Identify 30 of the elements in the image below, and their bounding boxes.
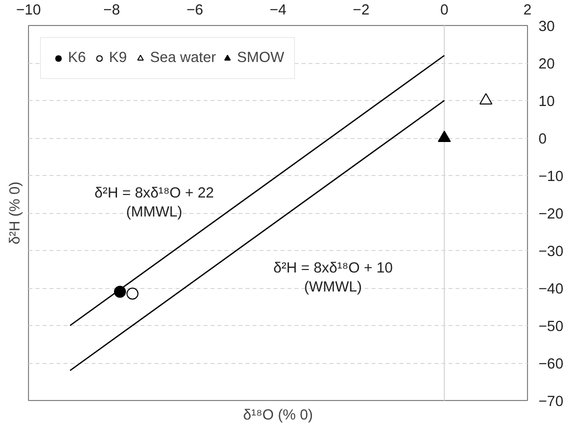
legend-label: K6 <box>68 50 87 66</box>
y-tick-label: −30 <box>538 244 564 260</box>
y-tick-label: 10 <box>538 94 555 110</box>
point <box>126 288 138 300</box>
annotation: δ²H = 8xδ¹⁸O + 10 (WMWL) <box>273 260 393 296</box>
x-tick-label: 0 <box>440 2 448 18</box>
x-tick-label: −2 <box>352 2 370 18</box>
y-tick-label: −20 <box>538 206 564 222</box>
point <box>438 130 451 142</box>
y-tick-label: 30 <box>538 19 555 35</box>
y-tick-label: 20 <box>538 56 555 72</box>
x-tick-label: −6 <box>186 2 204 18</box>
y-tick-label: 0 <box>538 132 547 148</box>
point <box>114 286 126 298</box>
x-tick-label: −8 <box>103 2 120 18</box>
x-tick-label: −10 <box>16 2 41 18</box>
y-tick-label: −60 <box>538 356 564 372</box>
y-tick-label: −70 <box>538 394 564 410</box>
x-tick-label: 2 <box>523 2 532 18</box>
point <box>479 93 492 104</box>
y-tick-label: −50 <box>538 319 564 335</box>
legend-label: SMOW <box>237 50 284 66</box>
y-tick-label: −40 <box>538 282 564 298</box>
y-axis-title: δ²H (% 0) <box>8 182 24 244</box>
legend-label: Sea water <box>150 50 216 66</box>
x-tick-label: −4 <box>270 2 286 18</box>
x-axis-title: δ¹⁸O (% 0) <box>243 408 313 424</box>
y-tick-label: −10 <box>538 169 564 185</box>
annotation: δ²H = 8xδ¹⁸O + 22 (MMWL) <box>94 185 214 220</box>
legend-label: K9 <box>109 50 128 66</box>
